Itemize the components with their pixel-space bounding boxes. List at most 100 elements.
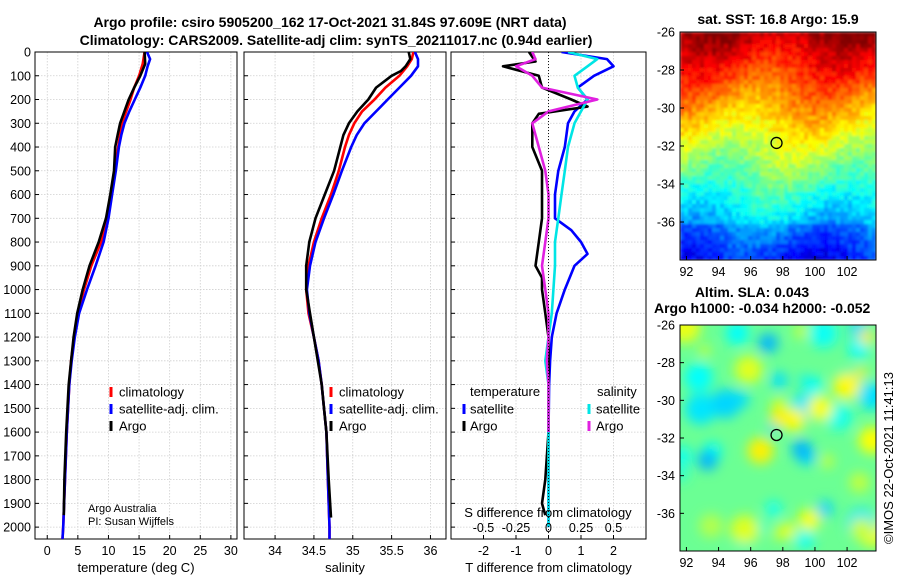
sst-cell: [828, 120, 833, 125]
sst-cell: [792, 52, 797, 57]
sst-cell: [852, 136, 857, 141]
sst-cell: [824, 60, 829, 65]
sst-cell: [780, 160, 785, 165]
sst-cell: [784, 84, 789, 89]
sst-cell: [756, 228, 761, 233]
sst-cell: [824, 48, 829, 53]
sst-cell: [820, 204, 825, 209]
sst-cell: [784, 100, 789, 105]
sst-cell: [812, 80, 817, 85]
sst-cell: [736, 224, 741, 229]
sst-cell: [744, 172, 749, 177]
sst-cell: [720, 128, 725, 133]
sst-cell: [736, 148, 741, 153]
sst-cell: [708, 224, 713, 229]
sst-cell: [724, 212, 729, 217]
sst-cell: [752, 84, 757, 89]
sst-cell: [804, 132, 809, 137]
sst-cell: [768, 176, 773, 181]
sst-cell: [688, 44, 693, 49]
sst-cell: [860, 92, 865, 97]
sst-cell: [780, 156, 785, 161]
sst-cell: [808, 212, 813, 217]
sst-cell: [692, 156, 697, 161]
sst-cell: [760, 156, 765, 161]
sst-cell: [732, 164, 737, 169]
sst-cell: [704, 204, 709, 209]
sst-cell: [776, 36, 781, 41]
sst-cell: [856, 112, 861, 117]
sst-cell: [692, 168, 697, 173]
sst-cell: [732, 100, 737, 105]
sst-cell: [860, 76, 865, 81]
sst-cell: [712, 80, 717, 85]
sst-cell: [844, 68, 849, 73]
sst-cell: [768, 124, 773, 129]
sst-cell: [792, 152, 797, 157]
sst-cell: [828, 44, 833, 49]
sst-cell: [812, 180, 817, 185]
sst-cell: [840, 40, 845, 45]
sst-cell: [872, 96, 876, 101]
sst-cell: [792, 116, 797, 121]
sst-cell: [872, 32, 876, 37]
sst-cell: [684, 232, 689, 237]
sst-cell: [764, 140, 769, 145]
sst-cell: [708, 60, 713, 65]
sst-cell: [692, 108, 697, 113]
sst-cell: [840, 92, 845, 97]
sst-cell: [784, 36, 789, 41]
sst-cell: [688, 236, 693, 241]
sst-cell: [772, 240, 777, 245]
sst-cell: [716, 220, 721, 225]
sst-cell: [696, 228, 701, 233]
top-x-tick-label: -0.25: [502, 521, 531, 535]
sst-cell: [772, 48, 777, 53]
sst-cell: [856, 88, 861, 93]
sst-cell: [788, 200, 793, 205]
sst-cell: [700, 200, 705, 205]
sst-cell: [808, 196, 813, 201]
sst-cell: [816, 44, 821, 49]
sst-cell: [760, 200, 765, 205]
sst-cell: [700, 60, 705, 65]
sst-cell: [744, 180, 749, 185]
sst-cell: [696, 176, 701, 181]
sst-cell: [736, 244, 741, 249]
sst-cell: [784, 180, 789, 185]
sst-cell: [736, 80, 741, 85]
sst-cell: [804, 256, 809, 260]
sst-cell: [744, 224, 749, 229]
sst-cell: [832, 108, 837, 113]
sst-cell: [788, 92, 793, 97]
sst-cell: [840, 248, 845, 253]
x-tick-label: 96: [744, 556, 758, 570]
sst-cell: [784, 252, 789, 257]
sst-cell: [716, 240, 721, 245]
sst-cell: [820, 132, 825, 137]
sst-cell: [868, 76, 873, 81]
sst-cell: [860, 84, 865, 89]
sst-cell: [796, 76, 801, 81]
sst-cell: [768, 208, 773, 213]
sst-cell: [684, 68, 689, 73]
sst-cell: [772, 220, 777, 225]
sst-cell: [748, 252, 753, 257]
sst-cell: [748, 192, 753, 197]
sst-cell: [696, 212, 701, 217]
sst-cell: [760, 192, 765, 197]
sst-cell: [832, 44, 837, 49]
sst-cell: [824, 56, 829, 61]
sst-cell: [704, 188, 709, 193]
sst-cell: [860, 240, 865, 245]
sst-cell: [868, 44, 873, 49]
sst-cell: [696, 220, 701, 225]
sst-cell: [856, 56, 861, 61]
sst-cell: [704, 44, 709, 49]
sst-cell: [740, 156, 745, 161]
sst-cell: [868, 144, 873, 149]
sst-cell: [800, 64, 805, 69]
sst-cell: [868, 88, 873, 93]
sst-cell: [856, 224, 861, 229]
sst-cell: [852, 80, 857, 85]
